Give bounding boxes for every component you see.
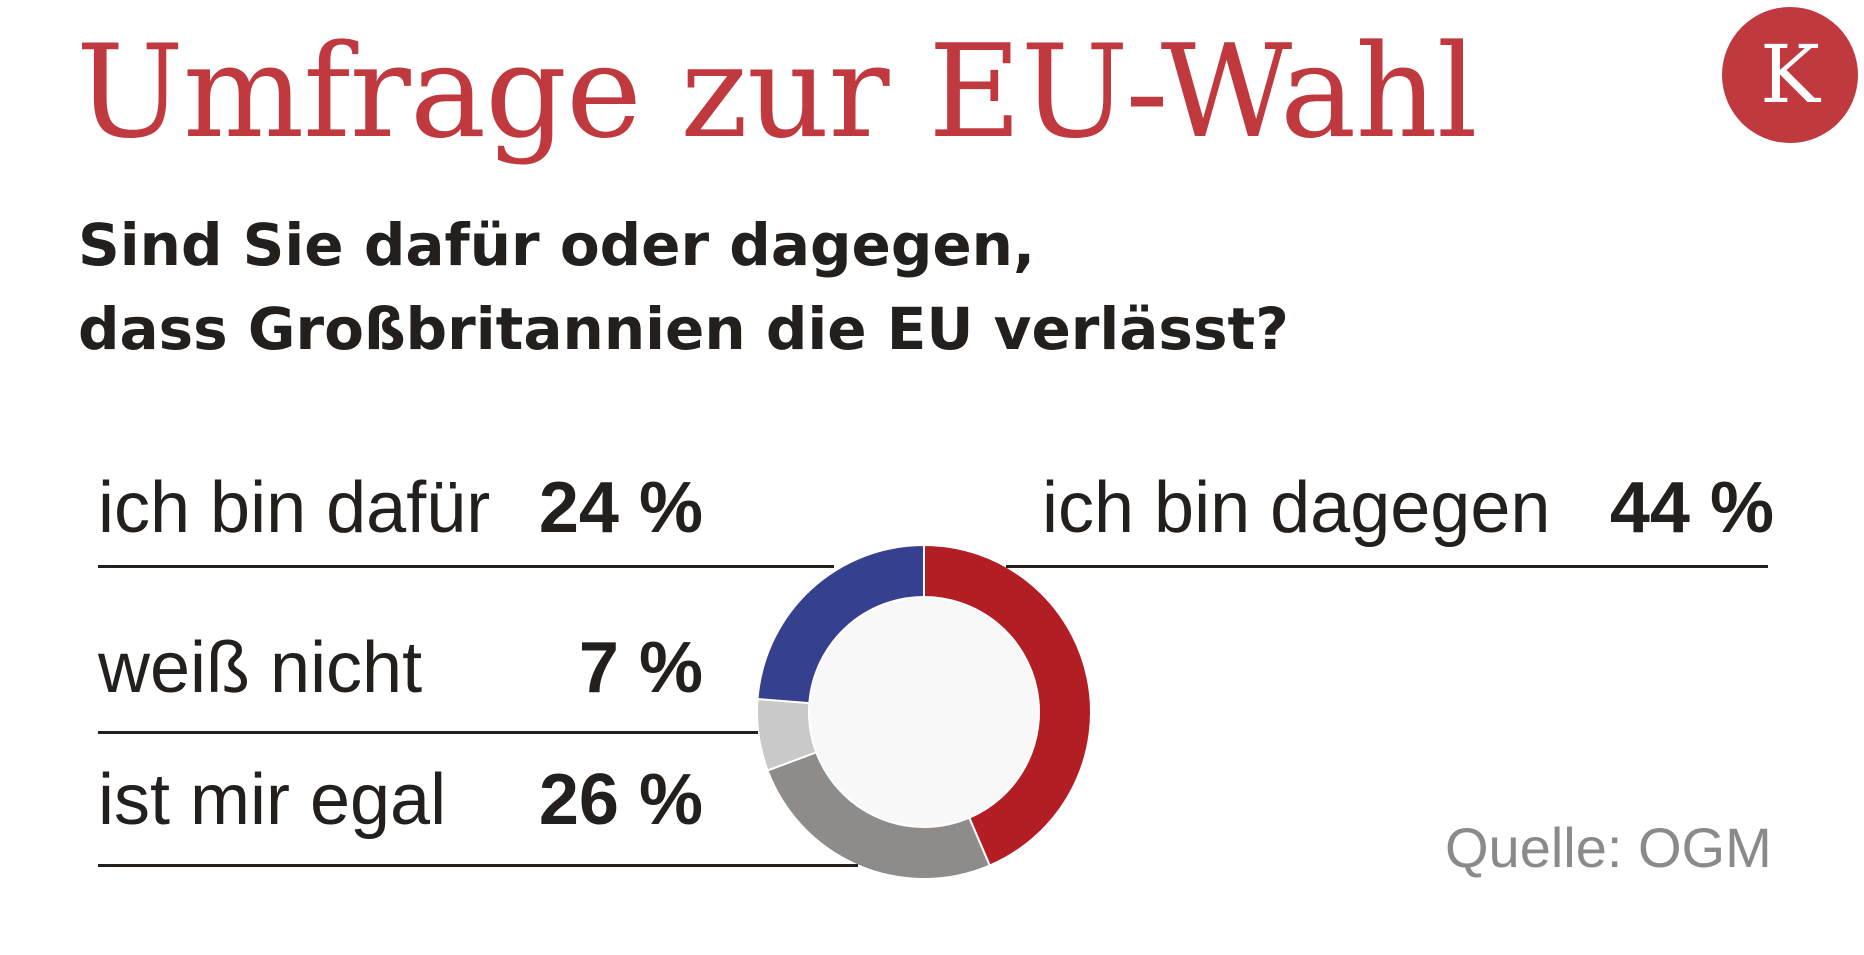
- legend-label-dafuer: ich bin dafür: [98, 468, 491, 548]
- source-note: Quelle: OGM: [1445, 816, 1772, 879]
- legend-label-egal: ist mir egal: [98, 760, 447, 840]
- legend-value-egal: 26 %: [538, 760, 703, 840]
- divider-weiss: [98, 731, 758, 734]
- legend-row-dagegen: ich bin dagegen 44 %: [1042, 468, 1774, 560]
- legend-value-weiss: 7 %: [578, 628, 703, 708]
- divider-dafuer: [98, 565, 834, 568]
- donut-slice-ich-bin-dafür: [756, 543, 925, 705]
- kleine-zeitung-logo: K: [1722, 7, 1858, 143]
- legend-value-dafuer: 24 %: [538, 468, 703, 548]
- legend-row-egal: ist mir egal 26 %: [98, 760, 703, 852]
- legend-value-dagegen: 44 %: [1609, 468, 1774, 548]
- divider-dagegen: [1006, 565, 1768, 568]
- donut-slice-ich-bin-dagegen: [923, 543, 1092, 867]
- legend-label-weiss: weiß nicht: [98, 628, 423, 708]
- legend-label-dagegen: ich bin dagegen: [1042, 468, 1551, 548]
- page-title: Umfrage zur EU-Wahl: [76, 18, 1478, 167]
- legend-row-weiss: weiß nicht 7 %: [98, 628, 703, 720]
- donut-center: [810, 598, 1038, 826]
- question-line-2: dass Großbritannien die EU verlässt?: [78, 295, 1289, 363]
- donut-slice-ist-mir-egal: [766, 750, 992, 880]
- legend-row-dafuer: ich bin dafür 24 %: [98, 468, 703, 560]
- divider-egal: [98, 864, 858, 867]
- question-line-1: Sind Sie dafür oder dagegen,: [78, 211, 1035, 279]
